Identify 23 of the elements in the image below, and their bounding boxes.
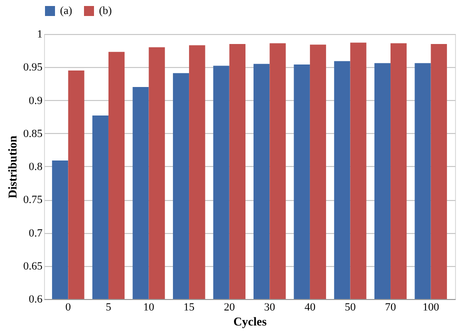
x-tick-label: 30 — [264, 302, 276, 314]
y-tick-label: 0.8 — [28, 161, 43, 173]
y-tick-label: 1 — [37, 28, 42, 40]
y-axis-title: Distribution — [5, 135, 20, 198]
x-tick-label: 50 — [344, 302, 356, 314]
y-tick-label: 0.65 — [23, 260, 43, 272]
x-tick-label: 15 — [184, 302, 196, 314]
x-tick-label: 10 — [143, 302, 155, 314]
x-tick-label: 5 — [106, 302, 112, 314]
x-tick-label: 0 — [65, 302, 72, 314]
y-tick-label: 0.7 — [28, 227, 43, 240]
y-tick-label: 0.95 — [23, 62, 43, 74]
legend-label: (a) — [60, 5, 73, 17]
y-tick-label: 0.85 — [23, 128, 43, 140]
y-tick-label: 0.75 — [23, 194, 43, 206]
legend-label: (b) — [99, 5, 112, 17]
y-tick-label: 0.6 — [28, 294, 43, 306]
y-tick-label: 0.9 — [28, 94, 43, 107]
x-tick-label: 100 — [422, 302, 440, 314]
x-tick-label: 40 — [304, 302, 316, 314]
x-axis-title: Cycles — [233, 314, 267, 328]
x-tick-label: 70 — [385, 302, 397, 314]
x-tick-label: 20 — [224, 302, 236, 314]
